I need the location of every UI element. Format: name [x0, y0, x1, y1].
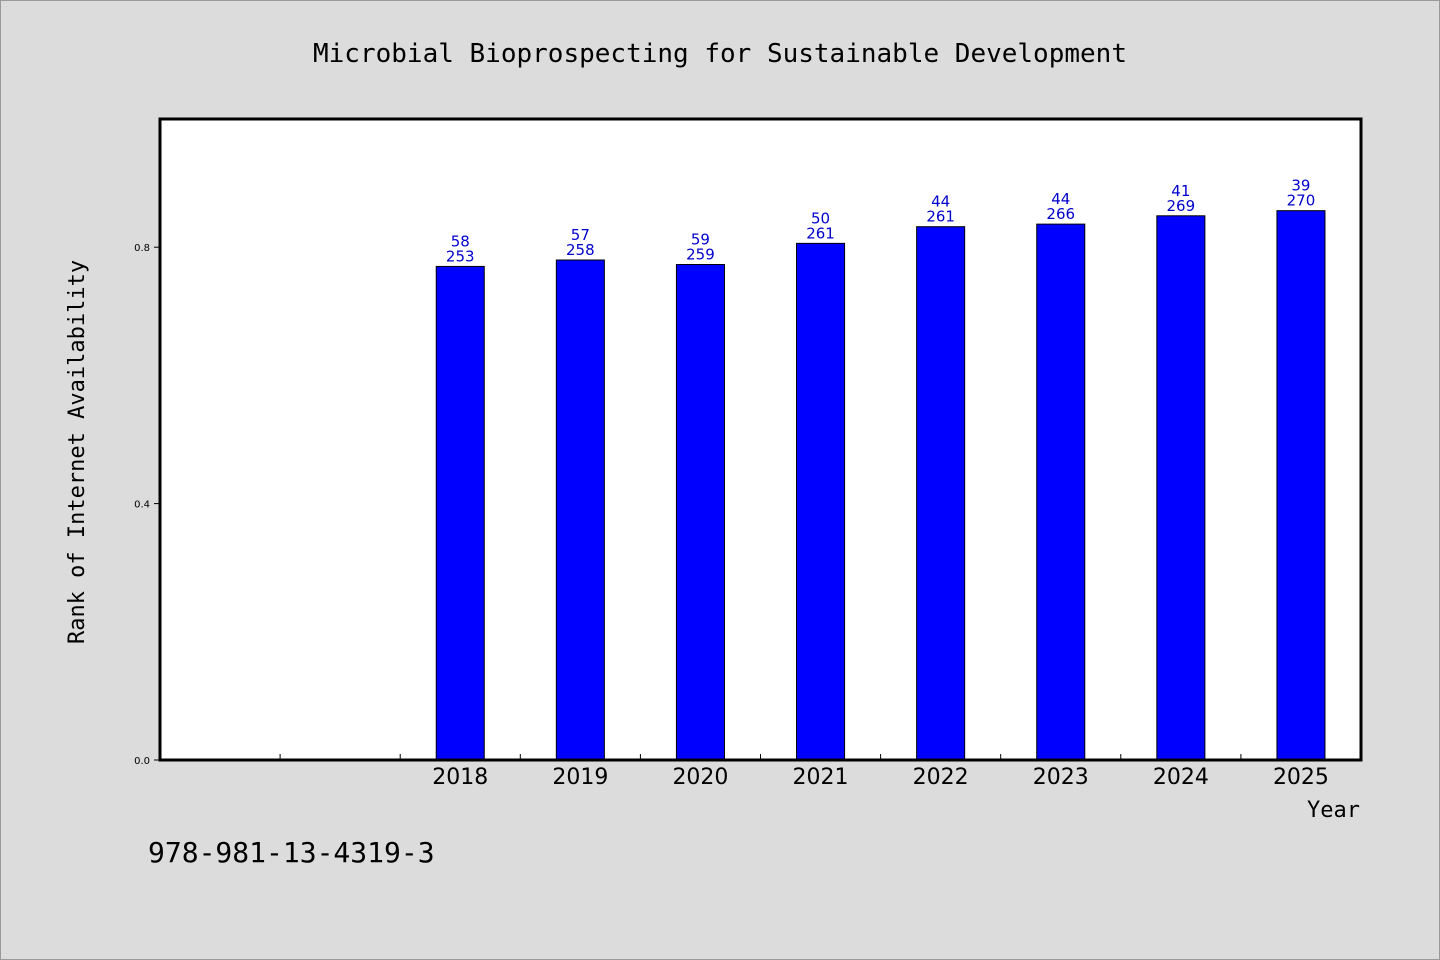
- x-tick-label: 2022: [913, 765, 969, 790]
- isbn-text: 978-981-13-4319-3: [148, 836, 435, 869]
- plot-border: [158, 117, 1363, 762]
- bar-label-top: 57: [571, 226, 590, 244]
- bar-label-top: 41: [1171, 182, 1190, 200]
- bar-label-bottom: 259: [686, 246, 715, 264]
- bar-label-bottom: 269: [1167, 197, 1196, 215]
- chart-title: Microbial Bioprospecting for Sustainable…: [313, 39, 1127, 69]
- bar-2021: [796, 242, 846, 761]
- bar-2019: [555, 259, 605, 761]
- bar-label-top: 58: [451, 232, 470, 250]
- bar-label-top: 59: [691, 231, 710, 249]
- y-axis-title: Rank of Internet Availability: [65, 260, 90, 644]
- bar-label-bottom: 261: [926, 208, 955, 226]
- bar-label-bottom: 266: [1046, 205, 1075, 223]
- y-tick-label: 0.8: [134, 243, 150, 254]
- bar-label-top: 44: [931, 193, 950, 211]
- x-tick-label: 2024: [1153, 765, 1209, 790]
- x-tick-label: 2023: [1033, 765, 1089, 790]
- x-tick-label: 2019: [552, 765, 608, 790]
- bar-2022: [916, 226, 966, 761]
- bar-2018: [435, 265, 485, 761]
- bar-2020: [675, 264, 725, 761]
- x-tick-label: 2025: [1273, 765, 1329, 790]
- bar-label-top: 44: [1051, 190, 1070, 208]
- x-tick-label: 2018: [432, 765, 488, 790]
- bar-2023: [1036, 223, 1086, 761]
- y-tick-label: 0.4: [134, 500, 150, 511]
- bars-group: [435, 210, 1326, 761]
- bar-label-top: 50: [811, 209, 830, 227]
- y-tick-label: 0.0: [134, 756, 150, 767]
- bar-label-bottom: 261: [806, 224, 835, 242]
- bar-2025: [1276, 210, 1326, 761]
- bar-label-top: 39: [1291, 177, 1310, 195]
- bar-label-bottom: 270: [1287, 192, 1316, 210]
- y-axis: 0.0 0.4 0.8: [134, 243, 160, 767]
- bar-2024: [1156, 215, 1206, 761]
- bar-label-bottom: 258: [566, 241, 595, 259]
- x-axis: 2018 2019 2020 2021 2022 2023 2024 2025: [279, 754, 1329, 790]
- x-axis-title: Year: [1307, 798, 1360, 823]
- x-tick-label: 2020: [672, 765, 728, 790]
- bar-label-bottom: 253: [446, 247, 475, 265]
- x-tick-label: 2021: [793, 765, 849, 790]
